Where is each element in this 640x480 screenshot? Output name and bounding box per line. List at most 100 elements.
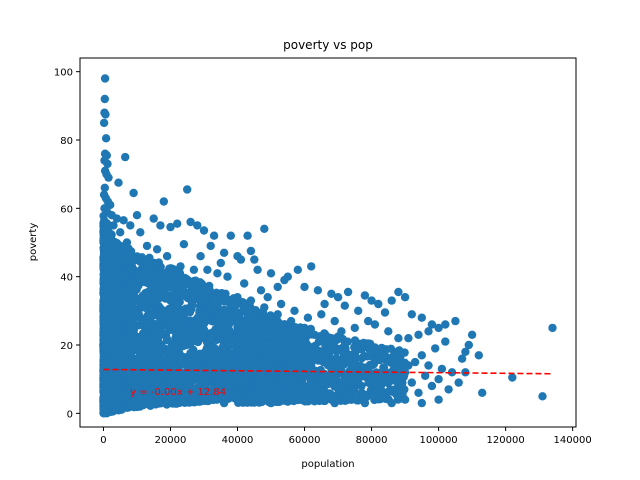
data-point [266,354,276,363]
data-point [404,361,413,370]
data-point [186,217,195,227]
data-point [236,338,245,347]
data-point [253,334,262,343]
data-point [297,381,306,391]
data-point [277,340,286,350]
y-tick-label: 60 [60,204,73,215]
data-point [243,337,252,346]
data-point [219,376,229,386]
data-point [538,392,547,401]
equation-annotation: y = -0.00x + 12.84 [130,387,226,398]
data-point [101,110,110,119]
data-point [106,238,115,247]
data-point [266,365,275,374]
data-point [223,295,233,304]
data-point [158,383,167,392]
data-point [119,216,128,225]
data-point [170,362,180,372]
data-point [110,339,120,349]
data-point [164,364,173,373]
data-point [310,368,319,377]
data-point [101,219,110,228]
data-point [213,315,222,324]
data-point [104,173,113,182]
data-point [233,395,242,404]
data-point [103,159,112,169]
data-point [132,377,142,386]
data-point [191,276,200,285]
data-point [290,306,299,315]
data-point [451,316,460,326]
data-point [467,330,477,339]
data-point [166,344,175,353]
data-point [246,347,256,356]
data-point [293,265,302,274]
data-point [330,398,339,408]
data-point [374,299,383,309]
data-point [199,282,209,292]
data-point [139,258,148,268]
data-point [116,228,125,237]
data-point [364,364,373,374]
data-point [213,327,222,336]
data-point [283,351,292,360]
data-point [212,348,222,358]
data-point [286,375,295,384]
data-point [176,357,185,367]
data-point [244,309,253,318]
data-point [100,74,110,83]
data-point [384,327,393,336]
data-point [260,224,269,233]
data-point [166,320,175,329]
x-axis-label: population [301,459,354,470]
data-point [256,368,266,377]
data-point [114,178,123,187]
data-point [354,396,363,405]
data-point [111,258,120,268]
data-point [230,334,239,343]
data-point [310,330,319,339]
data-point [192,337,201,346]
data-point [206,241,215,251]
data-point [246,296,256,305]
data-point [146,265,155,274]
data-point [195,308,204,317]
data-point [333,293,343,302]
data-point [199,226,209,235]
data-point [189,345,198,354]
data-point [193,383,202,392]
data-point [266,398,276,408]
data-point [280,392,289,401]
data-point [394,287,403,297]
data-point [259,395,268,404]
data-point [235,363,244,372]
data-point [113,269,122,278]
data-point [159,197,168,206]
data-point [380,308,390,317]
data-point [417,398,426,408]
y-tick-label: 100 [54,68,73,79]
data-point [211,369,221,379]
data-point [205,359,214,368]
data-point [138,329,148,338]
trend-line [103,368,553,375]
data-point [417,313,426,322]
data-point [209,231,219,240]
data-point [150,378,159,387]
data-point [387,375,396,384]
data-point [223,334,232,343]
data-point [173,219,182,228]
data-point [364,371,373,380]
data-point [248,354,257,364]
data-point [116,294,126,303]
data-point [370,381,380,391]
data-point [441,320,450,329]
data-point [175,369,184,378]
data-point [102,409,112,418]
x-tick-label: 120000 [487,435,525,446]
x-tick-label: 80000 [356,435,388,446]
data-point [303,351,313,360]
data-point [140,346,149,355]
data-point [508,373,517,382]
